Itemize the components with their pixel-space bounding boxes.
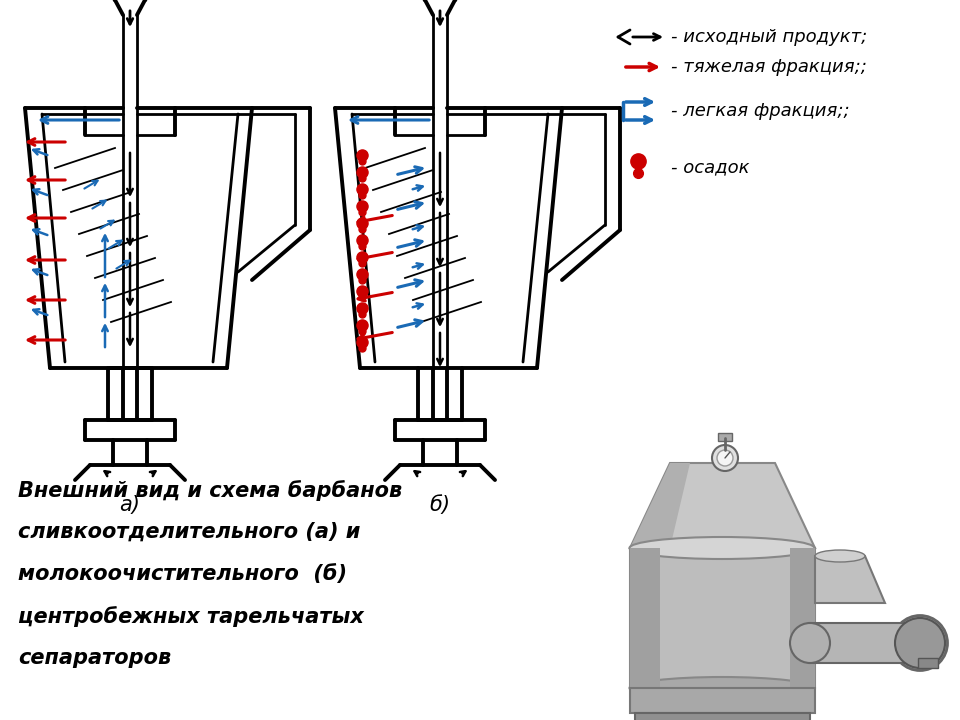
Text: - осадок: - осадок: [671, 158, 750, 176]
Text: - исходный продукт;: - исходный продукт;: [671, 28, 867, 46]
Text: сепараторов: сепараторов: [18, 648, 171, 668]
Ellipse shape: [630, 677, 814, 699]
Ellipse shape: [630, 537, 814, 559]
Bar: [718, 433, 732, 441]
Text: молокоочистительного  (б): молокоочистительного (б): [18, 564, 347, 584]
Polygon shape: [630, 463, 690, 548]
Bar: [635, 713, 810, 720]
Ellipse shape: [790, 623, 830, 663]
Text: б): б): [429, 495, 450, 515]
Bar: [790, 548, 815, 688]
Bar: [918, 658, 938, 668]
Text: - легкая фракция;;: - легкая фракция;;: [671, 102, 850, 120]
Text: сливкоотделительного (а) и: сливкоотделительного (а) и: [18, 522, 360, 542]
Ellipse shape: [815, 550, 865, 562]
Ellipse shape: [895, 618, 945, 668]
Text: а): а): [120, 495, 140, 515]
Text: Внешний вид и схема барбанов: Внешний вид и схема барбанов: [18, 480, 402, 501]
Bar: [630, 688, 815, 713]
Text: - тяжелая фракция;;: - тяжелая фракция;;: [671, 58, 867, 76]
Bar: [810, 623, 920, 663]
Ellipse shape: [893, 616, 948, 670]
Polygon shape: [815, 556, 885, 603]
Bar: [630, 548, 815, 688]
Circle shape: [717, 450, 733, 466]
Bar: [630, 548, 660, 688]
Polygon shape: [630, 463, 815, 548]
Text: центробежных тарельчатых: центробежных тарельчатых: [18, 606, 364, 627]
Circle shape: [712, 445, 738, 471]
